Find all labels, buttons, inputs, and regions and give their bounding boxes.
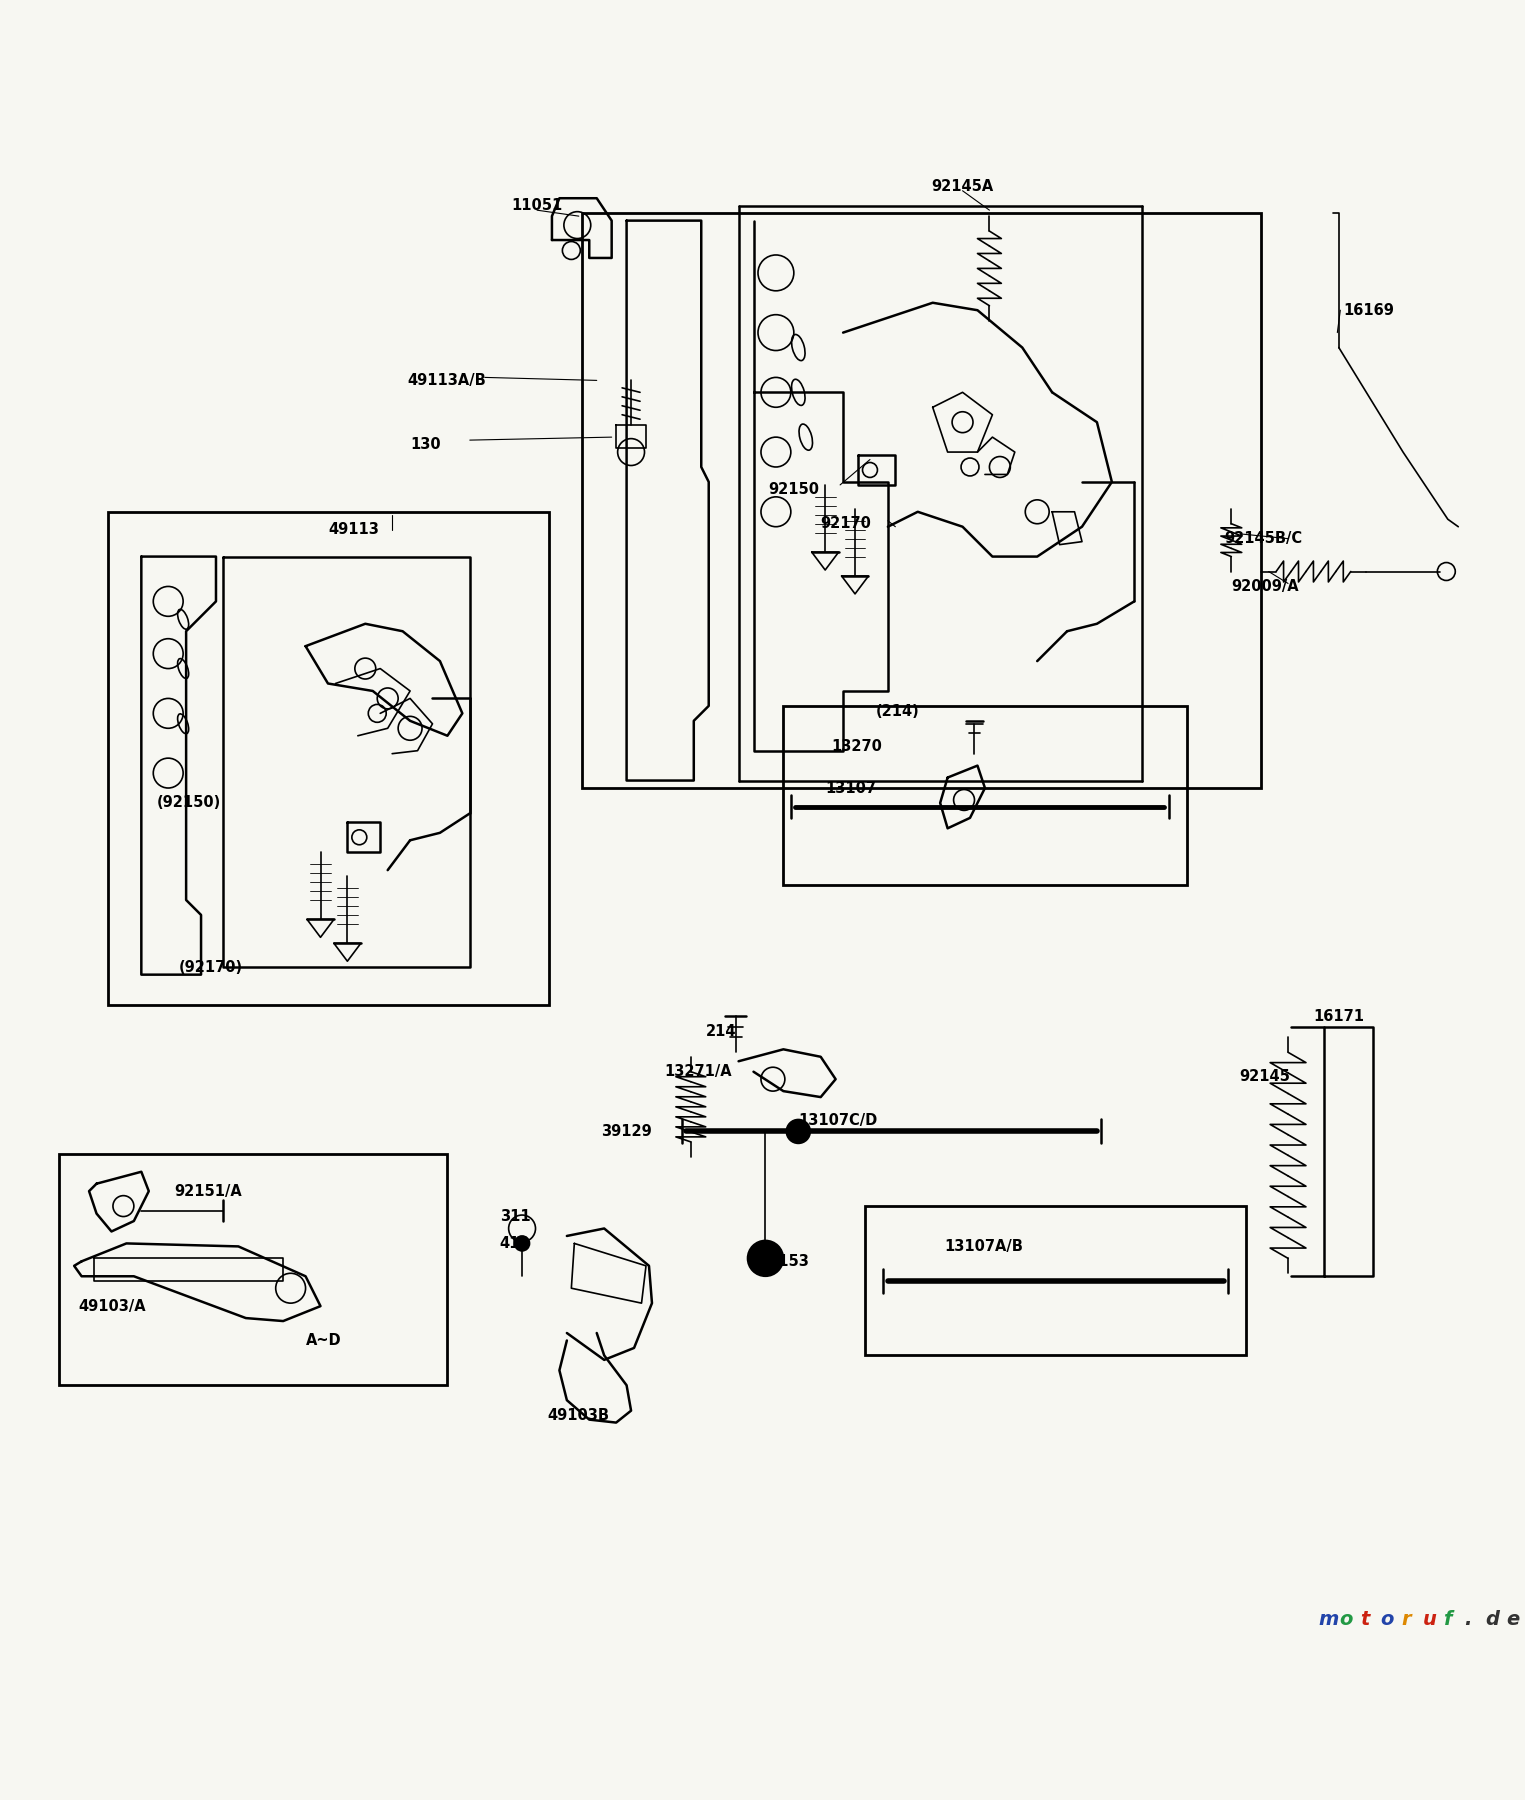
Text: 11051: 11051 [511, 198, 563, 212]
Bar [59, 1154, 447, 1386]
Text: .: . [1464, 1611, 1472, 1629]
Text: 92145B/C: 92145B/C [1225, 531, 1302, 545]
Text: 92145: 92145 [1238, 1069, 1290, 1084]
Text: 92150: 92150 [769, 482, 819, 497]
Text: 49113: 49113 [328, 522, 378, 536]
Text: 13270: 13270 [831, 738, 881, 754]
Text: o: o [1380, 1611, 1394, 1629]
Bar [583, 212, 1261, 788]
Bar [866, 1206, 1246, 1355]
Text: f: f [1443, 1611, 1452, 1629]
Text: 49103B: 49103B [547, 1408, 610, 1422]
Text: 16171: 16171 [1313, 1010, 1365, 1024]
Text: 49103/A: 49103/A [79, 1298, 146, 1314]
Text: A~D: A~D [305, 1334, 342, 1348]
Circle shape [514, 1237, 529, 1251]
Text: 13107A/B: 13107A/B [944, 1238, 1023, 1255]
Text: 13271/A: 13271/A [663, 1064, 732, 1080]
Text: 13107C/D: 13107C/D [798, 1114, 877, 1129]
Text: 92151/A: 92151/A [174, 1184, 242, 1199]
Text: 16169: 16169 [1344, 302, 1394, 319]
Circle shape [747, 1240, 784, 1276]
Text: 311: 311 [500, 1210, 531, 1224]
Text: r: r [1401, 1611, 1411, 1629]
Text: 92009/A: 92009/A [1231, 580, 1299, 594]
Text: (214): (214) [875, 704, 920, 720]
Text: 92153: 92153 [758, 1255, 808, 1269]
Text: 411: 411 [500, 1237, 531, 1251]
Text: (92150): (92150) [156, 796, 221, 810]
Text: 39129: 39129 [601, 1123, 653, 1139]
Bar [784, 706, 1186, 886]
Text: t: t [1360, 1611, 1369, 1629]
Text: u: u [1423, 1611, 1437, 1629]
Text: 13107: 13107 [825, 781, 877, 796]
Bar [108, 511, 549, 1004]
Text: 214: 214 [706, 1024, 737, 1039]
Text: d: d [1485, 1611, 1499, 1629]
Text: o: o [1339, 1611, 1353, 1629]
Text: e: e [1507, 1611, 1519, 1629]
Text: 49113A/B: 49113A/B [407, 373, 486, 387]
Circle shape [787, 1120, 810, 1143]
Text: 92170: 92170 [820, 517, 872, 531]
Text: 92145A: 92145A [932, 178, 994, 194]
Text: m: m [1318, 1611, 1339, 1629]
Text: (92170): (92170) [178, 959, 242, 974]
Text: 130: 130 [410, 437, 441, 452]
